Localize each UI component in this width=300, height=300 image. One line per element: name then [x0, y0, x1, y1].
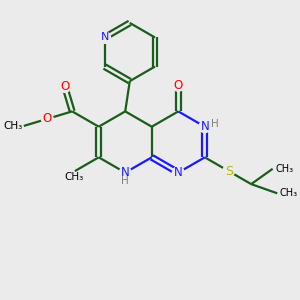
Text: CH₃: CH₃: [275, 164, 293, 174]
Text: S: S: [225, 165, 232, 178]
Circle shape: [172, 80, 184, 91]
Circle shape: [59, 81, 70, 92]
Circle shape: [119, 167, 131, 178]
Circle shape: [172, 167, 184, 178]
Text: N: N: [121, 166, 130, 179]
Text: CH₃: CH₃: [280, 188, 298, 198]
Text: H: H: [121, 176, 129, 186]
Text: O: O: [43, 112, 52, 125]
Text: N: N: [174, 166, 183, 179]
Circle shape: [41, 113, 53, 125]
Circle shape: [223, 165, 235, 177]
Text: N: N: [200, 120, 209, 133]
Text: CH₃: CH₃: [3, 121, 22, 131]
Text: O: O: [60, 80, 69, 93]
Text: N: N: [100, 32, 109, 43]
Text: O: O: [174, 79, 183, 92]
Text: CH₃: CH₃: [64, 172, 83, 182]
Text: H: H: [211, 119, 219, 129]
Circle shape: [199, 121, 211, 133]
Circle shape: [99, 32, 110, 43]
